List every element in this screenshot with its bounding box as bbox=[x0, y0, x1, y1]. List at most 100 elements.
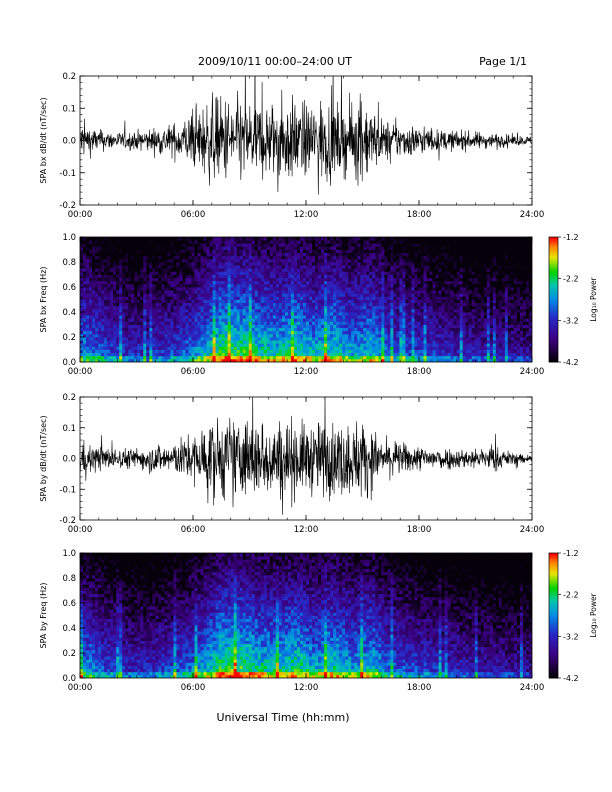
spectrogram-cell bbox=[299, 355, 304, 360]
spectrogram-cell bbox=[345, 315, 349, 319]
spectrogram-cell bbox=[230, 308, 235, 313]
spectrogram-cell bbox=[194, 280, 198, 285]
spectrogram-cell bbox=[366, 237, 370, 241]
spectrogram-cell bbox=[167, 287, 171, 291]
spectrogram-cell bbox=[266, 252, 271, 257]
spectrogram-cell bbox=[143, 274, 147, 279]
spectrogram-cell bbox=[143, 321, 147, 325]
spectrogram-cell bbox=[188, 249, 192, 254]
spectrogram-cell bbox=[309, 358, 313, 362]
spectrogram-cell bbox=[83, 308, 87, 313]
spectrogram-cell bbox=[269, 355, 274, 360]
spectrogram-cell bbox=[188, 315, 192, 319]
spectrogram-cell bbox=[324, 318, 328, 322]
spectrogram-cell bbox=[218, 352, 223, 357]
spectrogram-cell bbox=[161, 305, 165, 310]
spectrogram-cell bbox=[260, 312, 265, 316]
spectrogram-cell bbox=[218, 327, 223, 332]
spectrogram-cell bbox=[221, 315, 226, 319]
spectrogram-cell bbox=[357, 305, 361, 310]
spectrogram-cell bbox=[113, 299, 117, 304]
spectrogram-cell bbox=[149, 280, 153, 285]
spectrogram-cell bbox=[158, 299, 162, 304]
spectrogram-cell bbox=[360, 312, 364, 316]
spectrogram-cell bbox=[209, 302, 213, 307]
spectrogram-cell bbox=[302, 252, 307, 257]
spectrogram-cell bbox=[233, 349, 238, 354]
spectrogram-cell bbox=[423, 283, 427, 288]
spectrogram-cell bbox=[110, 243, 114, 247]
spectrogram-cell bbox=[164, 327, 168, 332]
spectrogram-cell bbox=[411, 237, 415, 241]
spectrogram-cell bbox=[110, 318, 114, 322]
spectrogram-cell bbox=[290, 330, 295, 335]
spectrogram-cell bbox=[221, 321, 226, 325]
spectrogram-cell bbox=[122, 312, 126, 316]
spectrogram-cell bbox=[260, 255, 265, 260]
spectrogram-cell bbox=[203, 255, 207, 260]
spectrogram-cell bbox=[281, 268, 286, 272]
spectrogram-cell bbox=[378, 324, 382, 329]
spectrogram-cell bbox=[333, 243, 337, 247]
spectrogram-cell bbox=[441, 296, 446, 300]
spectrogram-cell bbox=[263, 299, 268, 304]
spectrogram-cell bbox=[438, 308, 442, 313]
spectrogram-cell bbox=[179, 299, 183, 304]
spectrogram-cell bbox=[146, 349, 150, 354]
spectrogram-cell bbox=[155, 352, 159, 357]
spectrogram-cell bbox=[254, 299, 259, 304]
spectrogram-cell bbox=[191, 293, 195, 297]
spectrogram-cell bbox=[95, 308, 99, 313]
spectrogram-cell bbox=[309, 299, 313, 304]
spectrogram-cell bbox=[348, 246, 352, 250]
spectrogram-cell bbox=[299, 265, 304, 269]
spectrogram-cell bbox=[333, 240, 337, 244]
spectrogram-cell bbox=[429, 327, 433, 332]
spectrogram-cell bbox=[152, 352, 156, 357]
spectrogram-cell bbox=[239, 287, 244, 291]
spectrogram-cell bbox=[200, 355, 204, 360]
spectrogram-cell bbox=[417, 340, 421, 344]
spectrogram-cell bbox=[239, 255, 244, 260]
spectrogram-cell bbox=[155, 358, 159, 362]
spectrogram-cell bbox=[324, 252, 328, 257]
spectrogram-cell bbox=[119, 312, 123, 316]
spectrogram-cell bbox=[221, 290, 226, 294]
spectrogram-cell bbox=[309, 333, 313, 338]
spectrogram-cell bbox=[420, 330, 424, 335]
spectrogram-cell bbox=[248, 240, 253, 244]
spectrogram-cell bbox=[137, 262, 141, 266]
spectrogram-cell bbox=[315, 340, 319, 344]
spectrogram-cell bbox=[302, 299, 307, 304]
spectrogram-cell bbox=[357, 315, 361, 319]
spectrogram-cell bbox=[366, 308, 370, 313]
spectrogram-cell bbox=[342, 343, 346, 347]
spectrogram-cell bbox=[272, 280, 277, 285]
spectrogram-cell bbox=[263, 321, 268, 325]
spectrogram-cell bbox=[137, 237, 141, 241]
spectrogram-cell bbox=[167, 271, 171, 275]
spectrogram-cell bbox=[306, 318, 310, 322]
spectrogram-cell bbox=[155, 324, 159, 329]
spectrogram-cell bbox=[254, 283, 259, 288]
spectrogram-cell bbox=[122, 333, 126, 338]
spectrogram-cell bbox=[128, 349, 132, 354]
spectrogram-cell bbox=[312, 312, 316, 316]
spectrogram-cell bbox=[197, 312, 201, 316]
spectrogram-cell bbox=[302, 352, 307, 357]
spectrogram-cell bbox=[402, 240, 406, 244]
spectrogram-cell bbox=[426, 355, 430, 360]
spectrogram-cell bbox=[309, 302, 313, 307]
spectrogram-cell bbox=[408, 283, 412, 288]
spectrogram-cell bbox=[224, 249, 229, 254]
spectrogram-cell bbox=[89, 299, 93, 304]
spectrogram-cell bbox=[387, 315, 391, 319]
spectrogram-cell bbox=[263, 343, 268, 347]
spectrogram-cell bbox=[86, 246, 90, 250]
spectrogram-cell bbox=[206, 315, 210, 319]
spectrogram-cell bbox=[417, 349, 421, 354]
spectrogram-cell bbox=[146, 315, 150, 319]
spectrogram-cell bbox=[209, 358, 213, 362]
spectrogram-cell bbox=[351, 352, 355, 357]
spectrogram-cell bbox=[242, 277, 247, 282]
